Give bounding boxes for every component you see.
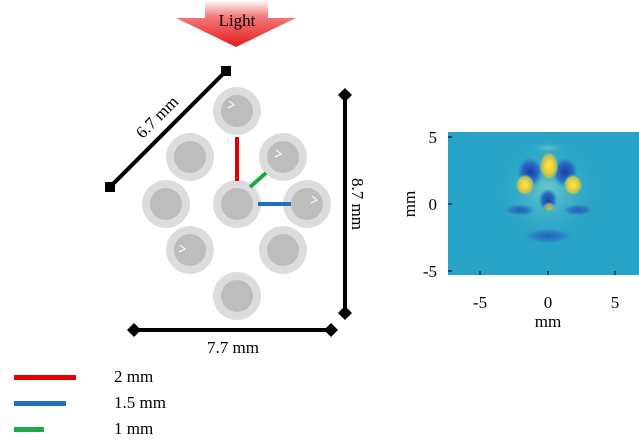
width-end-marker-right	[324, 323, 338, 337]
diagonal-label: 6.7 mm	[132, 92, 182, 142]
array-node	[142, 180, 190, 228]
heatmap-ytick: 0	[429, 195, 438, 214]
light-arrow-shape	[176, 0, 296, 47]
light-label: Light	[219, 11, 256, 30]
legend-label: 1.5 mm	[114, 393, 166, 412]
diagonal-end-marker-bottom	[105, 182, 115, 192]
array-node	[259, 133, 307, 181]
array-node	[166, 133, 214, 181]
heatmap-ytick: -5	[423, 262, 437, 281]
legend-swatch-red	[14, 374, 76, 380]
legend-item-1mm: 1 mm	[14, 418, 153, 440]
array-node	[213, 272, 261, 320]
legend-item-2mm: 2 mm	[14, 366, 153, 388]
legend-swatch-green	[14, 426, 44, 432]
diagonal-end-marker-top	[221, 66, 231, 76]
heatmap-xtick: -5	[473, 293, 487, 312]
heatmap-xlabel: mm	[535, 312, 561, 331]
heatmap-xtick: 0	[544, 293, 553, 312]
heatmap-hotspot-right	[563, 174, 583, 196]
width-end-marker-left	[127, 323, 141, 337]
array-node	[166, 226, 214, 274]
array-node	[213, 87, 261, 135]
array-node	[259, 226, 307, 274]
height-dimension: 8.7 mm	[338, 88, 367, 320]
height-end-marker-bottom	[338, 306, 352, 320]
diagonal-dimension: 6.7 mm	[105, 66, 231, 192]
heatmap-image	[448, 132, 639, 275]
heatmap-axes	[448, 136, 616, 275]
legend-label: 1 mm	[114, 419, 154, 438]
heatmap-ytick: 5	[429, 128, 438, 147]
width-dimension: 7.7 mm	[127, 323, 338, 357]
legend-item-1-5mm: 1.5 mm	[14, 392, 166, 414]
heatmap-hotspot-center	[539, 151, 559, 181]
legend-label: 2 mm	[114, 367, 154, 386]
array-node-center	[213, 180, 261, 228]
light-arrow: Light	[176, 0, 296, 47]
heatmap-hotspot-left	[515, 174, 535, 196]
heatmap-ylabel: mm	[400, 191, 419, 217]
array-node	[283, 180, 331, 228]
heatmap-xtick: 5	[611, 293, 620, 312]
height-label: 8.7 mm	[348, 178, 367, 230]
spacing-lines	[235, 137, 291, 206]
sensor-array	[142, 87, 331, 320]
legend-swatch-blue	[14, 400, 66, 406]
width-label: 7.7 mm	[207, 338, 259, 357]
heatmap-panel: 5 0 -5 -5 0 5 mm mm	[400, 128, 639, 331]
height-end-marker-top	[338, 88, 352, 102]
spacing-line-1mm	[248, 171, 268, 189]
